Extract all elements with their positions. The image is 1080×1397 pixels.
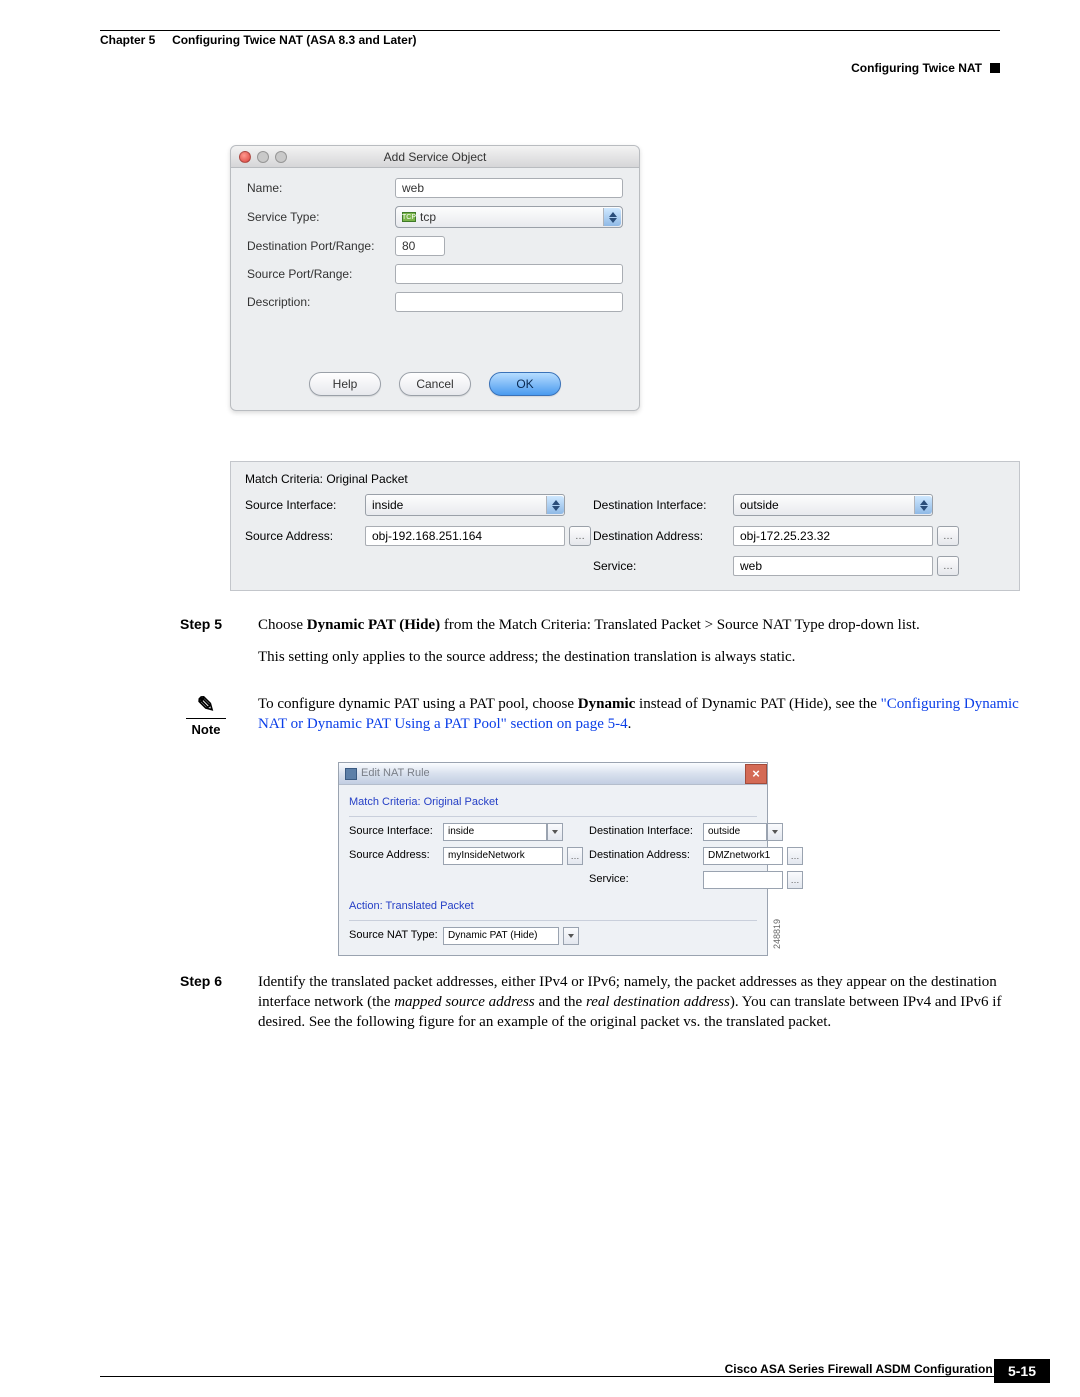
sec2-label: Action: Translated Packet — [349, 899, 757, 914]
d3-nat-type-input[interactable]: Dynamic PAT (Hide) — [443, 927, 559, 945]
cancel-button[interactable]: Cancel — [399, 372, 471, 396]
description-input[interactable] — [395, 292, 623, 312]
description-label: Description: — [247, 295, 395, 309]
dialog-title: Add Service Object — [231, 150, 639, 164]
src-addr-label: Source Address: — [245, 529, 365, 543]
name-input[interactable]: web — [395, 178, 623, 198]
d3-dst-if-drop[interactable] — [767, 823, 783, 841]
dest-port-label: Destination Port/Range: — [247, 239, 395, 253]
service-label: Service: — [593, 559, 733, 573]
d3-src-if-input[interactable]: inside — [443, 823, 547, 841]
d3-nat-type-drop[interactable] — [563, 927, 579, 945]
src-if-label: Source Interface: — [245, 498, 365, 512]
d3-nat-type-label: Source NAT Type: — [349, 928, 439, 943]
step5-label: Step 5 — [180, 615, 232, 680]
name-label: Name: — [247, 181, 395, 195]
close-icon[interactable]: × — [745, 764, 767, 784]
src-addr-browse-button[interactable]: … — [569, 526, 591, 546]
d3-dst-addr-label: Destination Address: — [589, 848, 699, 863]
dlg3-title-text: Edit NAT Rule — [361, 766, 430, 781]
d3-service-input[interactable] — [703, 871, 783, 889]
d3-src-if-drop[interactable] — [547, 823, 563, 841]
select-stepper-icon — [603, 208, 621, 226]
dst-addr-label: Destination Address: — [593, 529, 733, 543]
edit-nat-rule-dialog: Edit NAT Rule × Match Criteria: Original… — [338, 762, 768, 956]
src-if-select[interactable]: inside — [365, 494, 565, 516]
dest-port-input[interactable]: 80 — [395, 236, 445, 256]
dst-if-select[interactable]: outside — [733, 494, 933, 516]
src-port-label: Source Port/Range: — [247, 267, 395, 281]
service-type-label: Service Type: — [247, 210, 395, 224]
pencil-icon: ✎ — [197, 694, 215, 716]
note-icon: ✎ Note — [180, 694, 232, 739]
d3-dst-if-label: Destination Interface: — [589, 824, 699, 839]
d3-service-label: Service: — [589, 872, 699, 887]
d3-service-browse[interactable]: … — [787, 871, 803, 889]
footer-guide: Cisco ASA Series Firewall ASDM Configura… — [725, 1362, 1030, 1376]
d3-src-addr-input[interactable]: myInsideNetwork — [443, 847, 563, 865]
service-type-select[interactable]: TCPtcp — [395, 206, 623, 228]
dst-addr-browse-button[interactable]: … — [937, 526, 959, 546]
help-button[interactable]: Help — [309, 372, 381, 396]
app-icon — [345, 768, 357, 780]
header-chapter: Chapter 5 Configuring Twice NAT (ASA 8.3… — [100, 33, 417, 47]
d3-dst-addr-input[interactable]: DMZnetwork1 — [703, 847, 783, 865]
dlg3-titlebar: Edit NAT Rule × — [339, 763, 767, 785]
d3-src-if-label: Source Interface: — [349, 824, 439, 839]
chapter-label: Chapter 5 — [100, 33, 155, 47]
panel-title: Match Criteria: Original Packet — [245, 472, 1005, 486]
page-number: 5-15 — [994, 1359, 1050, 1383]
dialog-titlebar: Add Service Object — [231, 146, 639, 168]
dst-addr-input[interactable]: obj-172.25.23.32 — [733, 526, 933, 546]
src-addr-input[interactable]: obj-192.168.251.164 — [365, 526, 565, 546]
service-browse-button[interactable]: … — [937, 556, 959, 576]
d3-src-addr-label: Source Address: — [349, 848, 439, 863]
dst-if-label: Destination Interface: — [593, 498, 733, 512]
service-input[interactable]: web — [733, 556, 933, 576]
header-square-icon — [990, 63, 1000, 73]
note-label: Note — [192, 721, 221, 739]
section-title: Configuring Twice NAT — [851, 61, 982, 75]
d3-dst-addr-browse[interactable]: … — [787, 847, 803, 865]
step5-body: Choose Dynamic PAT (Hide) from the Match… — [258, 615, 1020, 680]
d3-dst-if-input[interactable]: outside — [703, 823, 767, 841]
step6-label: Step 6 — [180, 972, 232, 1045]
note-body: To configure dynamic PAT using a PAT poo… — [258, 694, 1020, 747]
match-criteria-panel: Match Criteria: Original Packet Source I… — [230, 461, 1020, 591]
sec1-label: Match Criteria: Original Packet — [349, 795, 757, 810]
chapter-title: Configuring Twice NAT (ASA 8.3 and Later… — [172, 33, 416, 47]
d3-src-addr-browse[interactable]: … — [567, 847, 583, 865]
figure-number: 248819 — [771, 919, 783, 949]
ok-button[interactable]: OK — [489, 372, 561, 396]
add-service-object-dialog: Add Service Object Name: web Service Typ… — [230, 145, 640, 411]
src-port-input[interactable] — [395, 264, 623, 284]
step6-body: Identify the translated packet addresses… — [258, 972, 1020, 1045]
tcp-icon: TCP — [402, 212, 416, 222]
